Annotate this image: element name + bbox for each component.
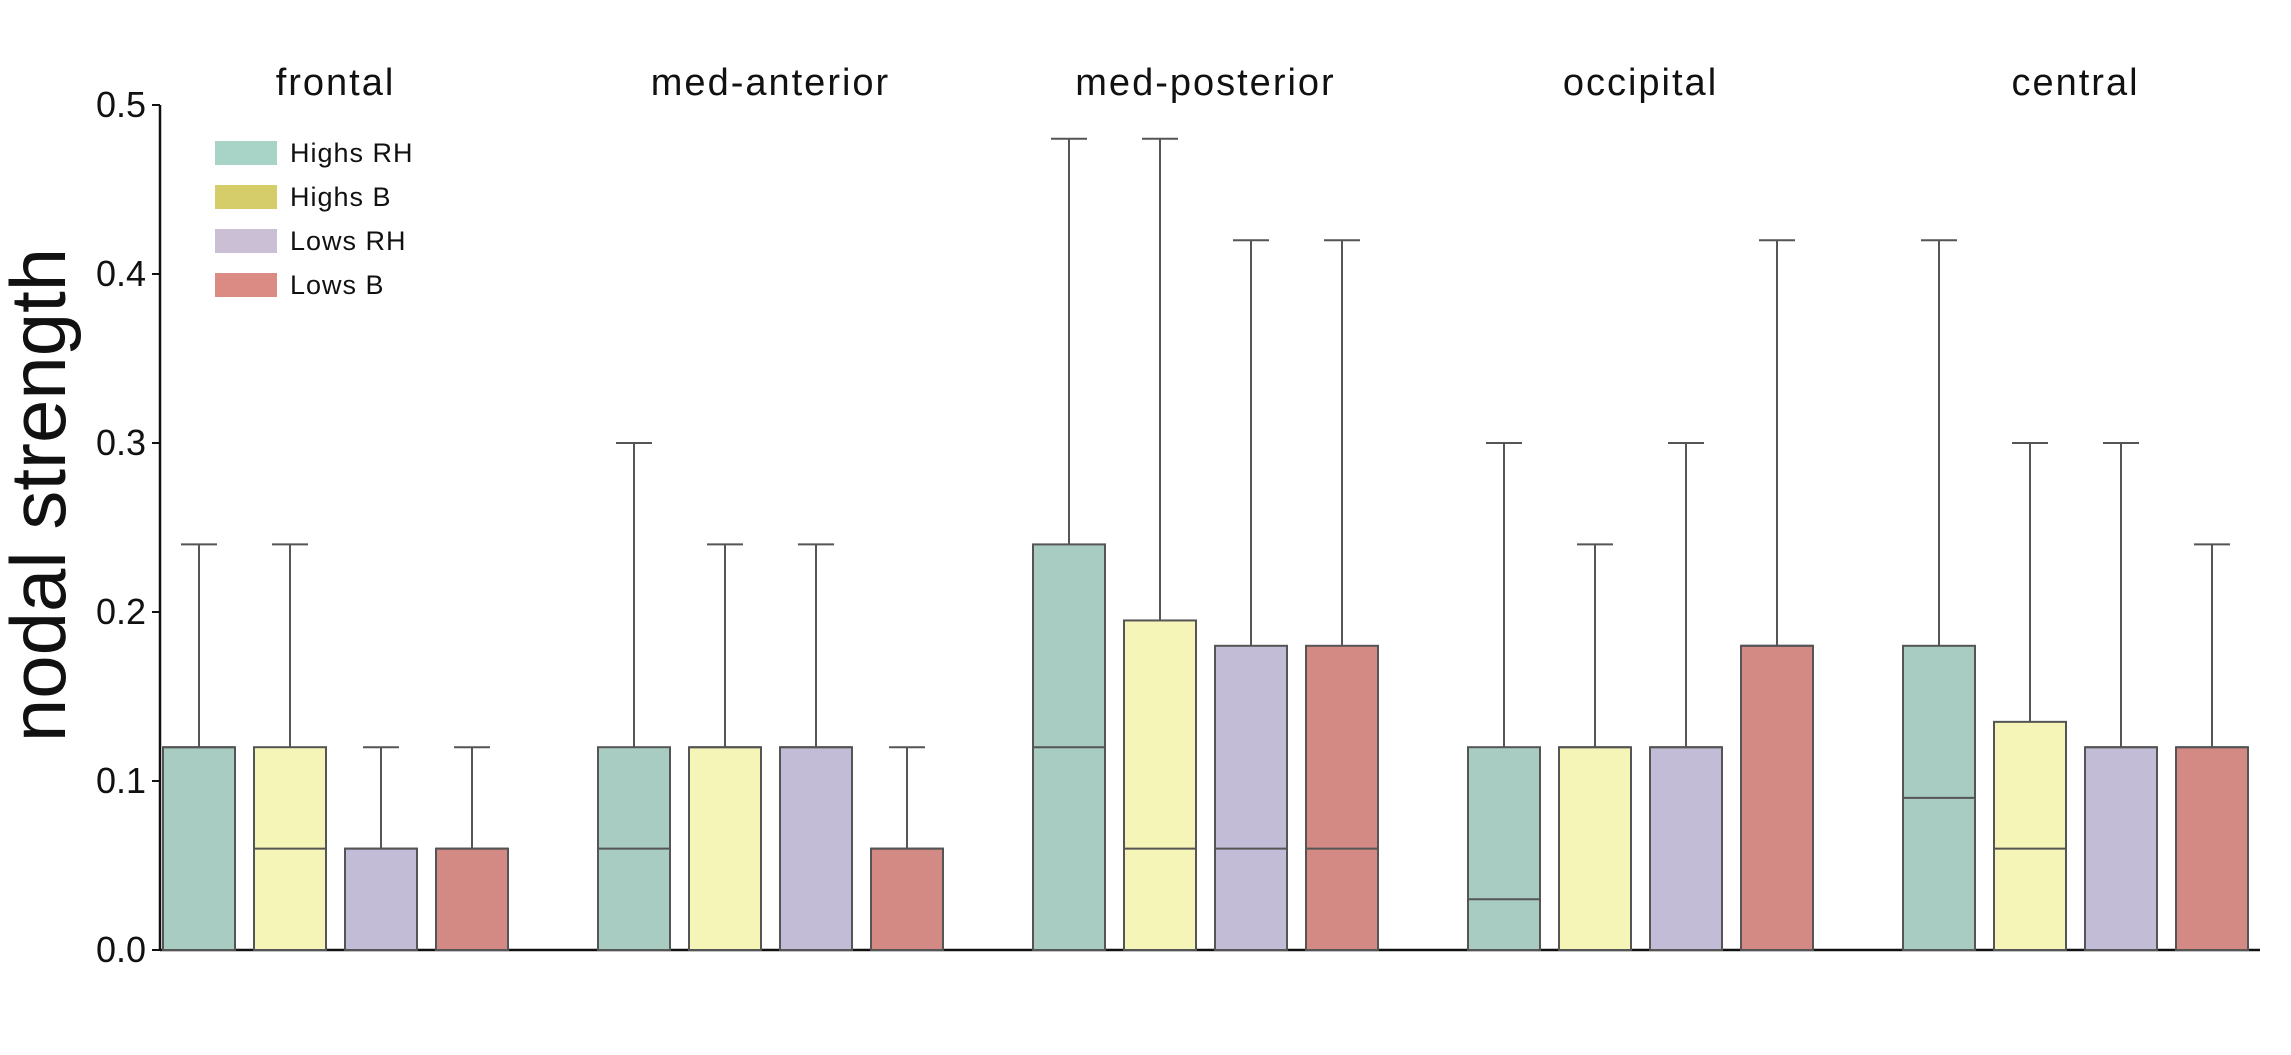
- legend-label: Lows RH: [290, 226, 407, 256]
- box-highs-b: [253, 543, 327, 952]
- box-body: [1558, 746, 1632, 952]
- axes-layer: 0.0 0.1 0.2 0.3 0.4 0.5: [96, 84, 2260, 970]
- legend-label: Lows B: [290, 270, 385, 300]
- box-body: [344, 847, 418, 951]
- region-title: frontal: [276, 62, 396, 104]
- box-body: [870, 847, 944, 951]
- box-body: [1123, 619, 1197, 951]
- legend-swatch: [215, 229, 277, 253]
- y-tick-label: 0.0: [96, 929, 146, 970]
- legend: Highs RH Highs B Lows RH Lows B: [215, 138, 414, 300]
- box-lows-b: [870, 746, 944, 951]
- legend-swatch: [215, 141, 277, 165]
- box-highs-rh: [1032, 137, 1106, 952]
- box-body: [1214, 644, 1288, 951]
- y-tick-label: 0.2: [96, 591, 146, 632]
- boxes-layer: [162, 137, 2249, 952]
- region-title: occipital: [1563, 62, 1718, 104]
- y-tick-label: 0.5: [96, 84, 146, 125]
- box-body: [1649, 746, 1723, 952]
- y-tick-label: 0.4: [96, 253, 146, 294]
- legend-label: Highs B: [290, 182, 392, 212]
- box-lows-rh: [779, 543, 853, 952]
- y-tick-label: 0.1: [96, 760, 146, 801]
- box-body: [688, 746, 762, 952]
- box-lows-b: [435, 746, 509, 951]
- box-body: [1467, 746, 1541, 952]
- box-body: [2084, 746, 2158, 952]
- box-lows-rh: [2084, 442, 2158, 952]
- box-body: [1740, 644, 1814, 951]
- box-highs-rh: [162, 543, 236, 952]
- box-lows-rh: [1649, 442, 1723, 952]
- box-lows-b: [1740, 239, 1814, 951]
- box-body: [435, 847, 509, 951]
- box-highs-b: [1123, 137, 1197, 951]
- legend-swatch: [215, 185, 277, 209]
- box-highs-b: [688, 543, 762, 952]
- region-title: med-posterior: [1075, 62, 1335, 104]
- box-body: [162, 746, 236, 952]
- legend-swatch: [215, 273, 277, 297]
- box-highs-b: [1993, 442, 2067, 951]
- region-title: central: [2011, 62, 2139, 104]
- box-lows-b: [1305, 239, 1379, 951]
- y-axis-label: nodal strength: [0, 248, 82, 742]
- box-body: [779, 746, 853, 952]
- region-titles-layer: frontal med-anterior med-posterior occipita…: [276, 62, 2139, 104]
- y-tick-label: 0.3: [96, 422, 146, 463]
- legend-label: Highs RH: [290, 138, 414, 168]
- box-highs-rh: [597, 442, 671, 952]
- box-body: [1305, 644, 1379, 951]
- box-lows-rh: [1214, 239, 1288, 951]
- box-highs-b: [1558, 543, 1632, 952]
- box-highs-rh: [1467, 442, 1541, 952]
- box-body: [2175, 746, 2249, 952]
- box-body: [1993, 720, 2067, 951]
- box-highs-rh: [1902, 239, 1976, 951]
- box-lows-rh: [344, 746, 418, 951]
- region-title: med-anterior: [651, 62, 890, 104]
- box-lows-b: [2175, 543, 2249, 952]
